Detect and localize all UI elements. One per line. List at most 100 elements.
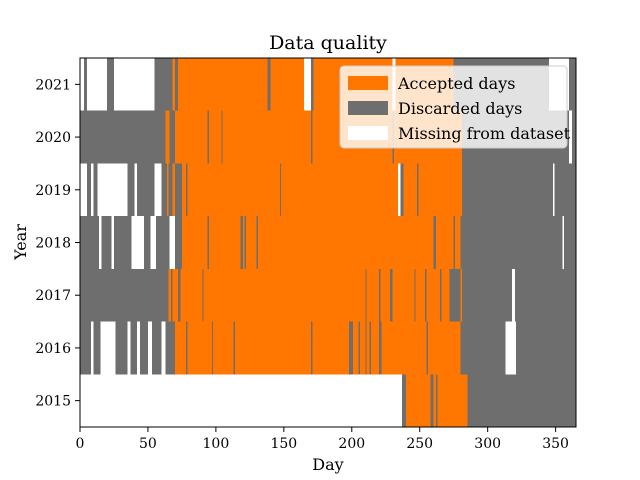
segment-discarded bbox=[233, 321, 235, 375]
segment-discarded bbox=[80, 216, 100, 269]
x-tick-label: 150 bbox=[270, 436, 297, 452]
segment-accepted bbox=[181, 163, 186, 217]
segment-discarded bbox=[554, 163, 576, 217]
segment-discarded bbox=[365, 268, 367, 322]
segment-discarded bbox=[130, 321, 138, 375]
segment-discarded bbox=[202, 268, 204, 322]
segment-discarded bbox=[256, 216, 259, 269]
segment-discarded bbox=[177, 268, 181, 322]
segment-discarded bbox=[84, 58, 87, 111]
segment-discarded bbox=[221, 110, 223, 164]
y-tick-label: 2018 bbox=[35, 236, 71, 252]
segment-discarded bbox=[378, 268, 381, 322]
segment-accepted bbox=[180, 268, 203, 322]
segment-accepted bbox=[380, 268, 390, 322]
segment-missing bbox=[134, 163, 138, 217]
segment-missing bbox=[137, 321, 140, 375]
segment-missing bbox=[80, 58, 85, 111]
segment-discarded bbox=[414, 268, 416, 322]
legend-swatch-accepted bbox=[348, 76, 388, 90]
segment-missing bbox=[100, 321, 116, 375]
segment-discarded bbox=[358, 321, 360, 375]
segment-accepted bbox=[203, 268, 366, 322]
segment-accepted bbox=[187, 321, 212, 375]
segment-accepted bbox=[366, 268, 379, 322]
segment-accepted bbox=[437, 374, 468, 427]
x-tick-label: 250 bbox=[406, 436, 433, 452]
segment-discarded bbox=[107, 58, 114, 111]
segment-missing bbox=[113, 58, 155, 111]
segment-missing bbox=[86, 58, 108, 111]
segment-discarded bbox=[168, 163, 173, 217]
segment-discarded bbox=[185, 163, 188, 217]
segment-accepted bbox=[209, 216, 241, 269]
segment-accepted bbox=[366, 321, 370, 375]
segment-discarded bbox=[139, 321, 148, 375]
legend-label-missing: Missing from dataset bbox=[398, 124, 571, 143]
segment-accepted bbox=[312, 321, 350, 375]
segment-accepted bbox=[426, 268, 441, 322]
segment-discarded bbox=[240, 216, 244, 269]
segment-discarded bbox=[86, 163, 91, 217]
segment-accepted bbox=[406, 374, 431, 427]
segment-accepted bbox=[243, 216, 245, 269]
segment-discarded bbox=[571, 110, 576, 164]
segment-accepted bbox=[441, 268, 450, 322]
segment-accepted bbox=[172, 58, 176, 111]
segment-discarded bbox=[514, 268, 576, 322]
segment-discarded bbox=[244, 216, 246, 269]
segment-discarded bbox=[80, 110, 166, 164]
segment-missing bbox=[90, 321, 94, 375]
segment-accepted bbox=[177, 58, 268, 111]
segment-discarded bbox=[430, 374, 434, 427]
segment-accepted bbox=[245, 216, 257, 269]
segment-discarded bbox=[211, 321, 214, 375]
segment-missing bbox=[127, 321, 131, 375]
x-tick-label: 100 bbox=[203, 436, 230, 452]
segment-accepted bbox=[213, 321, 234, 375]
segment-discarded bbox=[426, 321, 428, 375]
segment-missing bbox=[569, 110, 572, 164]
segment-discarded bbox=[378, 321, 382, 375]
segment-discarded bbox=[436, 374, 438, 427]
segment-discarded bbox=[207, 110, 210, 164]
segment-discarded bbox=[516, 321, 576, 375]
segment-missing bbox=[552, 163, 555, 217]
segment-missing bbox=[80, 374, 403, 427]
segment-missing bbox=[131, 216, 144, 269]
segment-missing bbox=[80, 163, 87, 217]
segment-accepted bbox=[455, 216, 461, 269]
segment-discarded bbox=[417, 163, 419, 217]
segment-discarded bbox=[93, 163, 98, 217]
segment-discarded bbox=[93, 321, 101, 375]
segment-missing bbox=[161, 321, 166, 375]
segment-missing bbox=[169, 216, 176, 269]
segment-accepted bbox=[234, 321, 312, 375]
segment-missing bbox=[304, 58, 312, 111]
segment-accepted bbox=[392, 268, 415, 322]
segment-discarded bbox=[563, 216, 576, 269]
segment-discarded bbox=[402, 374, 407, 427]
segment-discarded bbox=[185, 321, 188, 375]
segment-discarded bbox=[453, 216, 456, 269]
segment-discarded bbox=[467, 374, 576, 427]
segment-discarded bbox=[127, 163, 135, 217]
segment-accepted bbox=[165, 110, 170, 164]
x-tick-label: 200 bbox=[338, 436, 365, 452]
segment-discarded bbox=[400, 163, 404, 217]
segment-accepted bbox=[418, 163, 462, 217]
segment-missing bbox=[154, 163, 162, 217]
segment-discarded bbox=[156, 216, 170, 269]
x-tick-label: 300 bbox=[474, 436, 501, 452]
legend-swatch-discarded bbox=[348, 101, 388, 115]
segment-discarded bbox=[440, 268, 442, 322]
segment-discarded bbox=[311, 321, 313, 375]
segment-discarded bbox=[207, 216, 210, 269]
segment-accepted bbox=[258, 216, 434, 269]
segment-discarded bbox=[137, 163, 155, 217]
y-tick-label: 2019 bbox=[35, 183, 71, 199]
segment-discarded bbox=[171, 268, 173, 322]
segment-accepted bbox=[168, 268, 172, 322]
segment-discarded bbox=[113, 216, 132, 269]
